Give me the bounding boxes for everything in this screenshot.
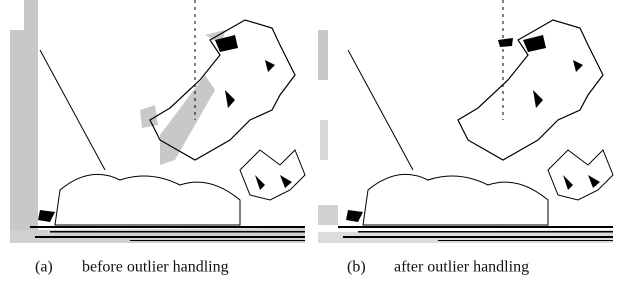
panel-caption: before outlier handling: [82, 259, 229, 276]
panel-label: (b): [347, 259, 366, 276]
page: {"figure": {"panels": [ {"label": "(a)",…: [0, 0, 626, 285]
panel-image-a: [10, 0, 305, 243]
panel-label: (a): [35, 259, 53, 276]
panel-caption: after outlier handling: [394, 259, 529, 276]
figure: (a) before outlier handling (b) after ou…: [0, 0, 626, 285]
panel-image-b: [318, 0, 613, 243]
